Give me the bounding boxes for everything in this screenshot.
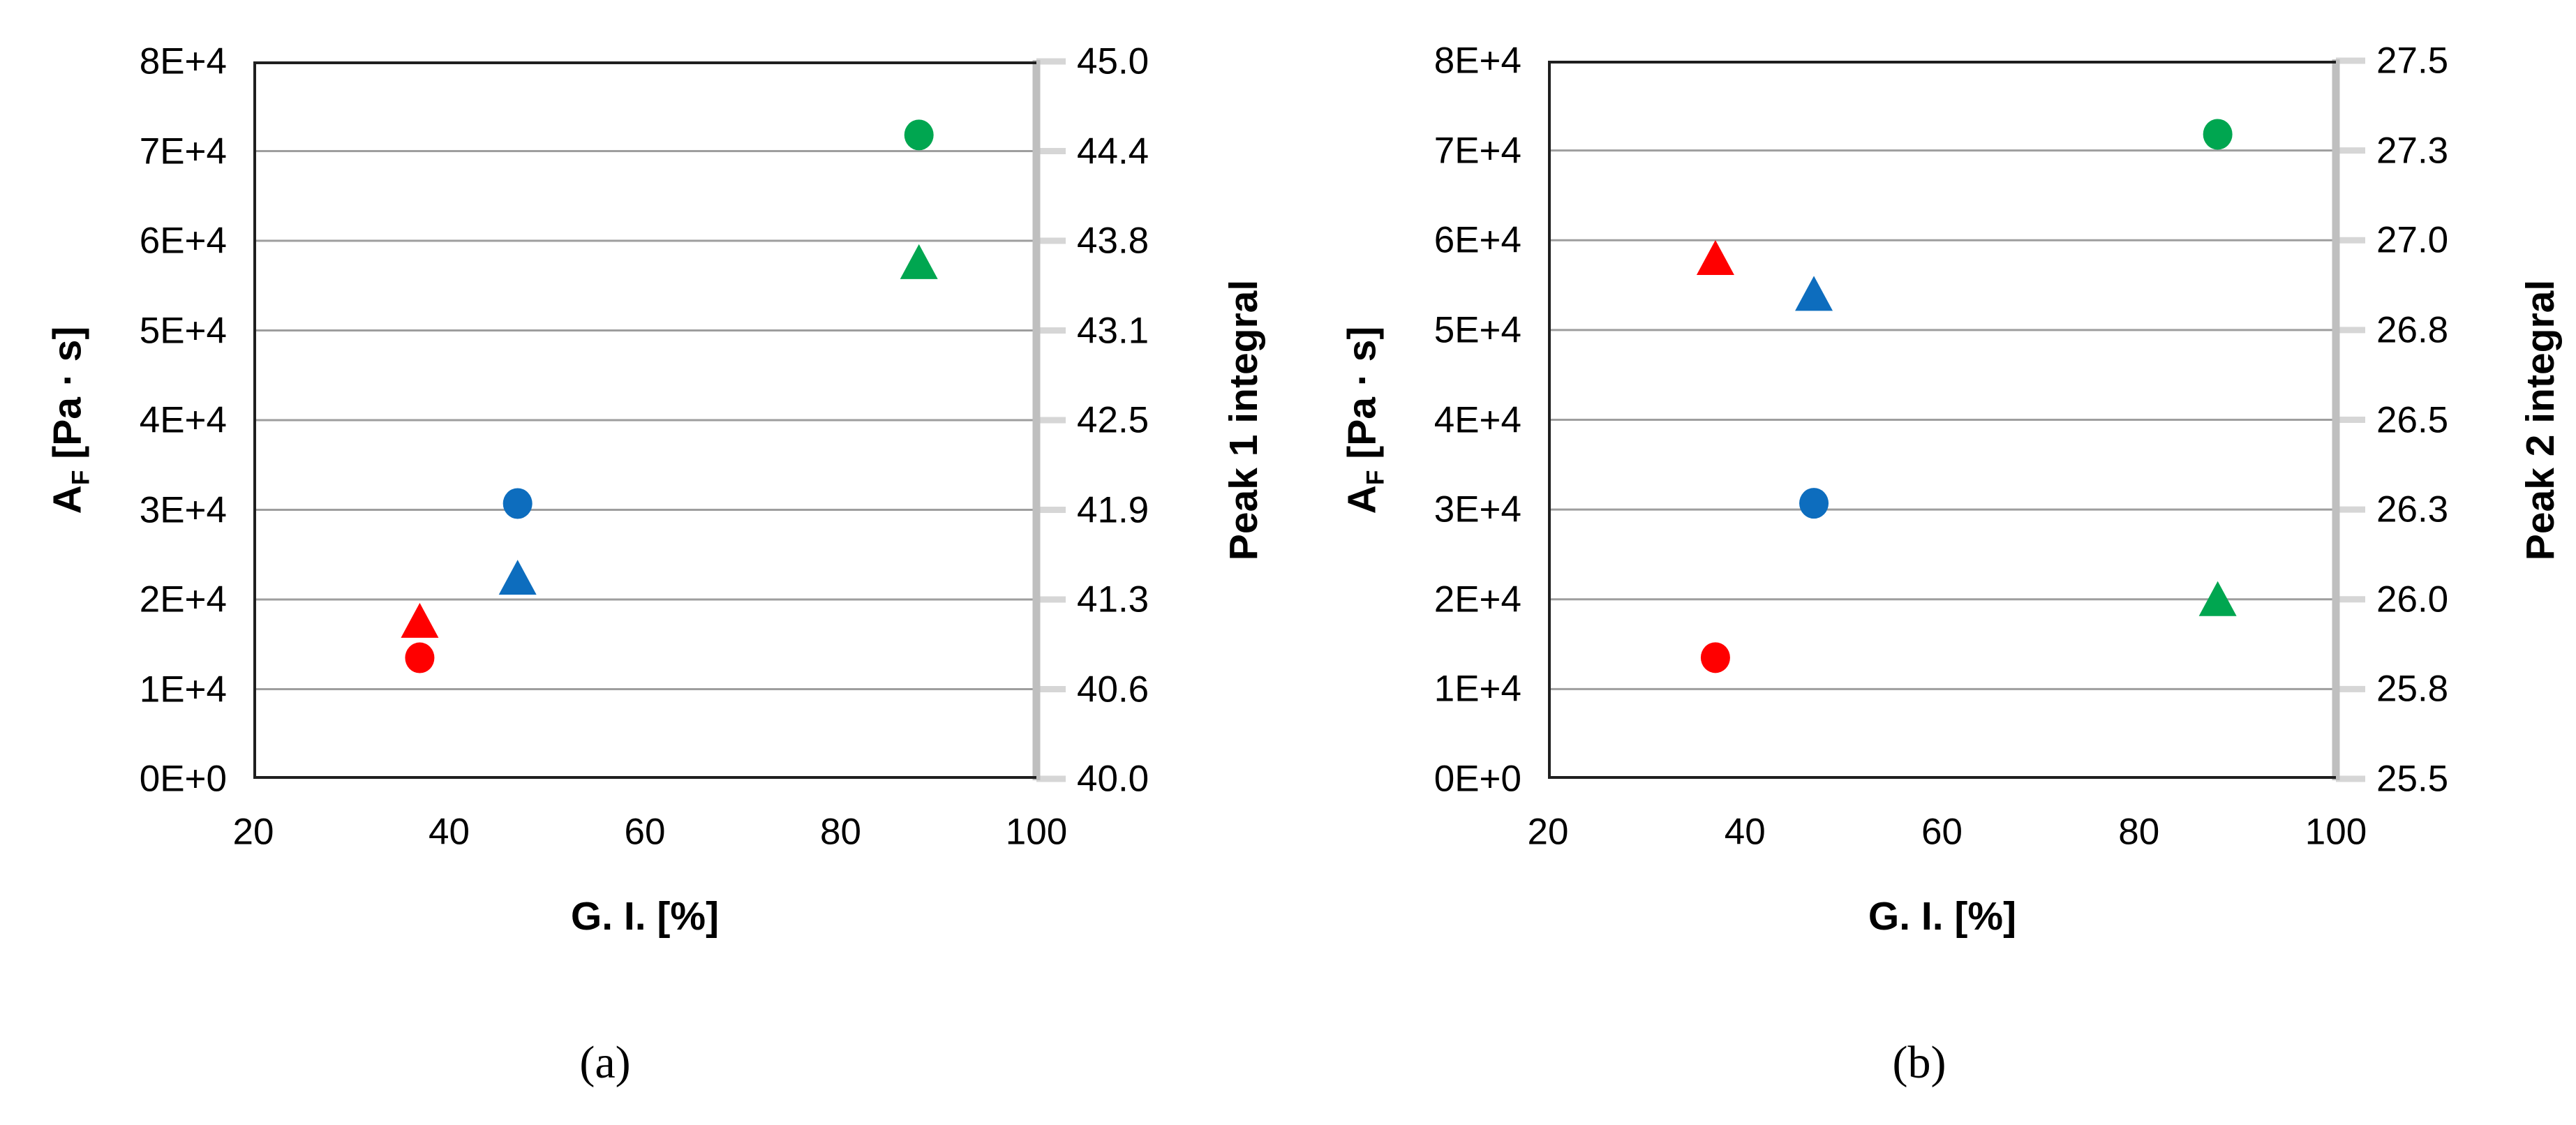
panel-a-caption: (a) <box>579 1037 631 1088</box>
panel-a-right-tick-label: 44.4 <box>1077 131 1149 172</box>
panel-b-left-tick-label: 1E+4 <box>1434 668 1521 710</box>
panel-a-right-tick-label: 41.9 <box>1077 489 1149 530</box>
panel-a-right-tick-label: 41.3 <box>1077 579 1149 620</box>
panel-b-right-tick-label: 27.0 <box>2376 219 2449 261</box>
panel-b-right-tick-label: 25.5 <box>2376 758 2449 800</box>
panel-b-left-tick-label: 4E+4 <box>1434 399 1521 440</box>
panel-b-right-tick-label: 27.3 <box>2376 130 2449 172</box>
panel-b-right-tick-label: 27.5 <box>2376 40 2449 82</box>
panel-a-right-tick-label: 43.1 <box>1077 310 1149 351</box>
panel-b-x-tick-label: 60 <box>1921 811 1963 853</box>
panel-a-left-tick-label: 2E+4 <box>139 579 227 620</box>
panel-a-plot-area <box>253 58 1066 782</box>
panel-b-right-tick-label: 26.8 <box>2376 309 2449 351</box>
panel-a-x-tick-label: 20 <box>232 811 274 853</box>
triangle-marker-green <box>900 244 938 279</box>
panel-a-right-tick-label: 42.5 <box>1077 399 1149 441</box>
triangle-marker-green <box>2198 581 2237 616</box>
panel-a-left-tick-label: 0E+0 <box>139 758 227 800</box>
panel-a-left-tick-label: 8E+4 <box>139 40 227 82</box>
panel-b-right-axis-title: Peak 2 integral <box>2518 279 2563 561</box>
panel-b-left-tick-label: 7E+4 <box>1434 130 1521 172</box>
panel-a-x-tick-label: 60 <box>624 811 666 853</box>
panel-b-left-tick-label: 0E+0 <box>1434 758 1521 800</box>
panel-a-x-tick-label: 40 <box>429 811 470 853</box>
panel-b-left-tick-label: 5E+4 <box>1434 309 1521 351</box>
triangle-marker-blue <box>498 560 537 595</box>
panel-b-right-tick-label: 26.0 <box>2376 579 2449 620</box>
triangle-marker-blue <box>1795 276 1833 311</box>
circle-marker-green <box>904 119 934 151</box>
panel-a-right-tick-label: 45.0 <box>1077 40 1149 82</box>
panel-a-right-tick-label: 40.0 <box>1077 758 1149 800</box>
panel-b-right-tick-label: 26.3 <box>2376 489 2449 530</box>
panel-a-left-tick-label: 7E+4 <box>139 131 227 172</box>
panel-b-left-tick-label: 2E+4 <box>1434 579 1521 620</box>
panel-b-x-tick-label: 20 <box>1527 811 1569 853</box>
circle-marker-red <box>405 642 435 673</box>
panel-a-left-tick-label: 5E+4 <box>139 310 227 351</box>
panel-b-x-tick-label: 80 <box>2118 811 2160 853</box>
panel-a-right-axis-title: Peak 1 integral <box>1221 279 1266 561</box>
panel-b-x-tick-label: 40 <box>1724 811 1766 853</box>
panel-b-left-tick-label: 3E+4 <box>1434 489 1521 530</box>
panel-b-right-tick-label: 25.8 <box>2376 668 2449 710</box>
circle-marker-blue <box>1799 488 1829 519</box>
circle-marker-green <box>2203 119 2233 150</box>
panel-a-x-tick-label: 100 <box>1005 811 1068 853</box>
panel-a-right-tick-label: 40.6 <box>1077 669 1149 710</box>
panel-b-right-tick-label: 26.5 <box>2376 399 2449 440</box>
panel-b-x-tick-label: 100 <box>2305 811 2367 853</box>
panel-a-left-tick-label: 1E+4 <box>139 669 227 710</box>
panel-b-x-axis-title: G. I. [%] <box>1868 894 2017 939</box>
panel-b-left-tick-label: 6E+4 <box>1434 219 1521 261</box>
panel-b-caption: (b) <box>1892 1037 1946 1088</box>
panel-a-left-tick-label: 4E+4 <box>139 399 227 441</box>
panel-b-plot-area <box>1548 57 2365 782</box>
panel-a-x-tick-label: 80 <box>820 811 861 853</box>
panel-a-left-tick-label: 6E+4 <box>139 220 227 262</box>
panel-a-left-tick-label: 3E+4 <box>139 489 227 530</box>
circle-marker-red <box>1700 642 1730 673</box>
panel-a-x-axis-title: G. I. [%] <box>570 894 720 939</box>
panel-b-left-tick-label: 8E+4 <box>1434 40 1521 82</box>
panel-a-right-tick-label: 43.8 <box>1077 220 1149 262</box>
triangle-marker-red <box>401 602 439 638</box>
triangle-marker-red <box>1696 239 1734 275</box>
circle-marker-blue <box>502 488 533 519</box>
